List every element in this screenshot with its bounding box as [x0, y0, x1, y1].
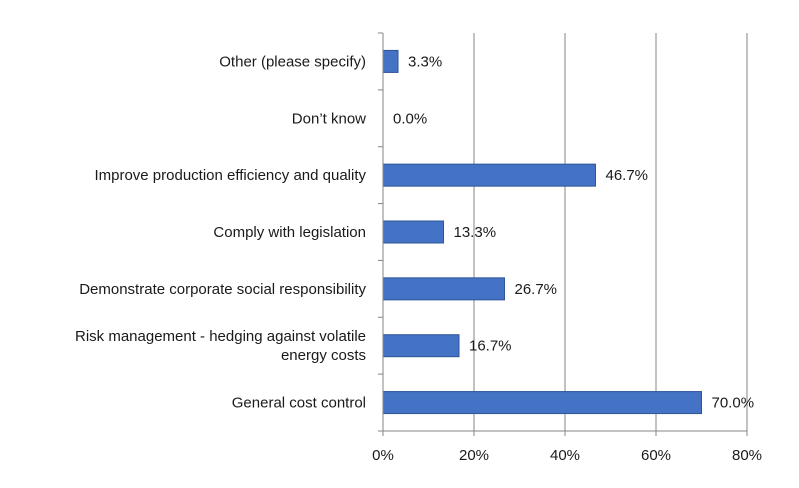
bar-2: [382, 277, 505, 301]
bar-6: [382, 49, 399, 73]
data-label-4: 46.7%: [605, 167, 648, 184]
data-label-6: 3.3%: [408, 53, 442, 70]
category-label-5: Don’t know: [292, 110, 366, 127]
category-label-line: Improve production efficiency and qualit…: [94, 167, 366, 184]
x-tick-label-0: 0%: [372, 447, 394, 464]
category-label-line: Other (please specify): [219, 53, 366, 70]
category-label-line: Don’t know: [292, 110, 366, 127]
data-label-5: 0.0%: [393, 110, 427, 127]
x-tick-label-20: 20%: [459, 447, 489, 464]
category-label-3: Comply with legislation: [213, 224, 366, 241]
category-label-line: Risk management - hedging against volati…: [75, 328, 366, 345]
category-label-0: General cost control: [232, 395, 366, 412]
bar-3: [382, 220, 445, 244]
category-label-6: Other (please specify): [219, 53, 366, 70]
category-label-line: Demonstrate corporate social responsibil…: [79, 281, 366, 298]
data-label-2: 26.7%: [514, 281, 557, 298]
x-tick-label-60: 60%: [641, 447, 671, 464]
category-label-line: energy costs: [281, 347, 366, 364]
x-tick-label-80: 80%: [732, 447, 762, 464]
category-label-4: Improve production efficiency and qualit…: [94, 167, 366, 184]
category-label-line: General cost control: [232, 395, 366, 412]
bar-1: [382, 334, 460, 358]
category-label-2: Demonstrate corporate social responsibil…: [79, 281, 366, 298]
category-label-line: Comply with legislation: [213, 224, 366, 241]
data-label-1: 16.7%: [469, 338, 512, 355]
x-tick-label-40: 40%: [550, 447, 580, 464]
bar-4: [382, 163, 596, 187]
data-label-3: 13.3%: [454, 224, 497, 241]
data-label-0: 70.0%: [712, 395, 755, 412]
bars: [382, 49, 702, 415]
gridlines: [473, 33, 748, 431]
axes: [378, 32, 748, 436]
bar-0: [382, 391, 702, 415]
category-label-1: Risk management - hedging against volati…: [75, 328, 366, 364]
labels: 70.0% 16.7% 26.7% 13.3% 46.7% 0.0% 3.3% 0% 20% 40…: [75, 53, 762, 464]
